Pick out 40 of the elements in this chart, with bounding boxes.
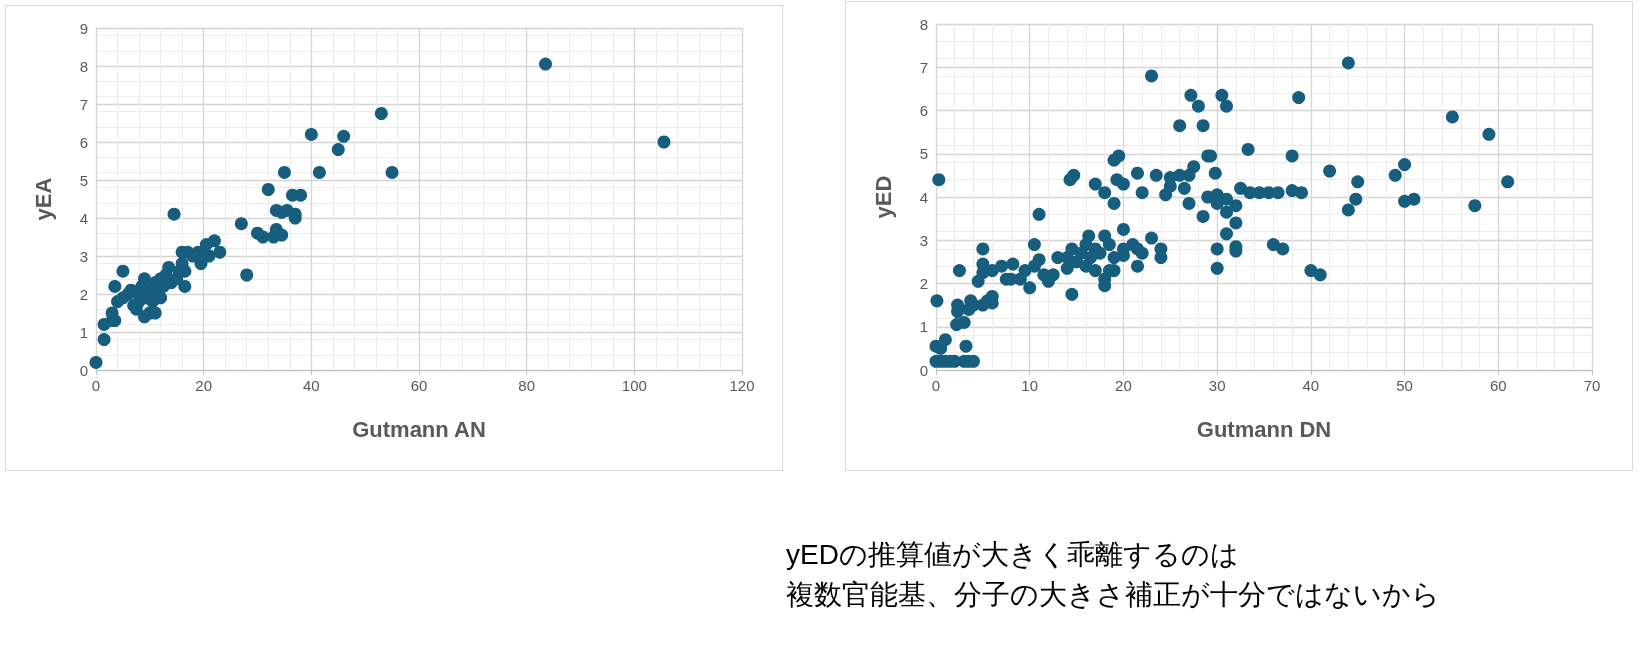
y-tick-label: 1 xyxy=(79,323,88,341)
y-tick-label: 9 xyxy=(79,19,88,37)
x-tick-label: 20 xyxy=(1115,377,1132,394)
x-tick-label: 10 xyxy=(1021,377,1039,394)
x-tick-label: 0 xyxy=(931,377,941,394)
y-tick-label: 5 xyxy=(919,145,928,163)
y-tick-label: 1 xyxy=(919,318,928,336)
x-tick-label: 40 xyxy=(1302,377,1320,394)
y-tick-label: 2 xyxy=(79,285,88,303)
y-tick-label: 5 xyxy=(79,171,88,189)
text: 複数官能基、分子の大きさ補正が十分ではないから xyxy=(786,578,1440,612)
x-axis-title: Gutmann DN xyxy=(1196,416,1332,442)
y-tick-label: 7 xyxy=(79,95,88,113)
x-tick-label: 100 xyxy=(621,377,647,394)
x-tick-label: 60 xyxy=(410,377,428,394)
y-tick-label: 8 xyxy=(79,57,88,75)
y-tick-label: 0 xyxy=(79,361,88,379)
x-tick-label: 50 xyxy=(1396,377,1413,394)
y-tick-label: 4 xyxy=(79,209,88,227)
y-axis-title: yEA xyxy=(30,177,56,221)
y-axis-title: yED xyxy=(870,175,896,219)
y-tick-label: 0 xyxy=(919,361,928,379)
y-tick-label: 8 xyxy=(919,15,928,33)
y-tick-label: 6 xyxy=(79,133,88,151)
x-tick-label: 120 xyxy=(729,377,755,394)
y-tick-label: 3 xyxy=(79,247,88,265)
x-axis-title: Gutmann AN xyxy=(352,416,486,442)
y-tick-label: 6 xyxy=(919,102,928,119)
x-tick-label: 30 xyxy=(1208,377,1226,394)
x-tick-label: 80 xyxy=(518,377,536,394)
y-tick-label: 3 xyxy=(919,231,928,249)
x-tick-label: 20 xyxy=(195,377,213,394)
y-tick-label: 7 xyxy=(919,58,928,76)
x-tick-label: 60 xyxy=(1489,377,1507,394)
x-tick-label: 40 xyxy=(302,377,320,394)
text: yEDの推算値が大きく乖離するのは xyxy=(786,538,1240,572)
y-tick-label: 4 xyxy=(919,188,928,206)
y-tick-label: 2 xyxy=(919,275,928,292)
x-tick-label: 70 xyxy=(1583,377,1601,394)
x-tick-label: 0 xyxy=(91,377,101,394)
